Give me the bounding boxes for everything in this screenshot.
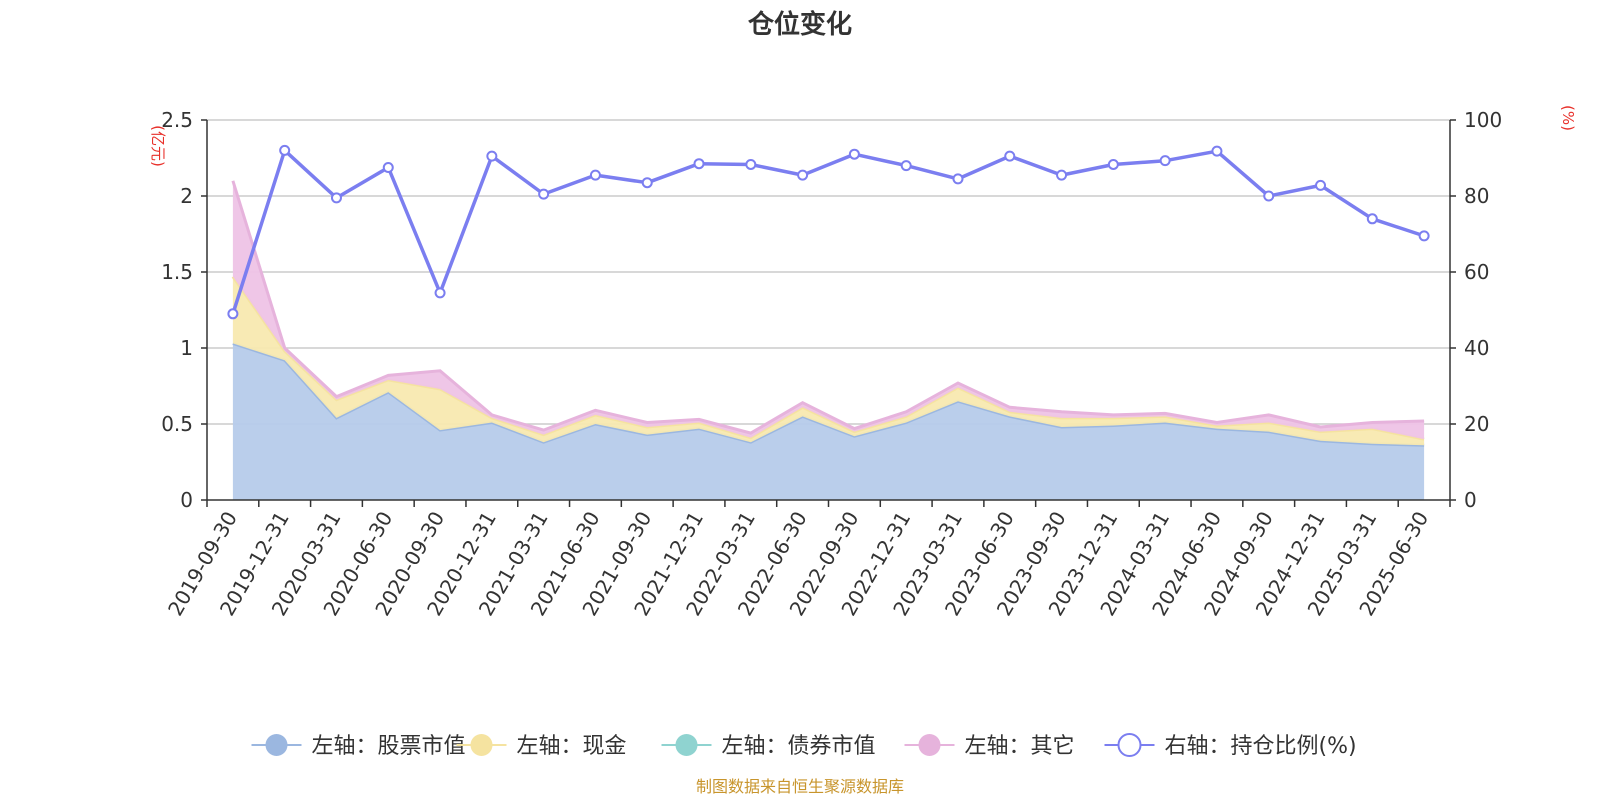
legend-item[interactable]: 右轴：持仓比例(%) [1104,733,1357,759]
left-tick-label: 2 [180,184,193,208]
holding-ratio-series [227,144,1430,320]
left-tick-label: 0 [180,488,193,512]
ratio-point [1315,179,1327,191]
legend-marker [918,734,941,756]
chart-title: 仓位变化 [747,9,852,40]
x-axis-ticks: 2019-09-302019-12-312020-03-312020-06-30… [163,500,1451,620]
ratio-point [797,169,809,181]
left-tick-label: 0.5 [161,412,193,436]
legend: 左轴：股票市值 左轴：现金 左轴：债券市值 左轴：其它 右轴：持仓比例(%) [251,733,1357,759]
ratio-point [1004,150,1016,162]
ratio-point [279,144,291,156]
right-tick-label: 80 [1464,184,1489,208]
ratio-point [693,158,705,170]
right-tick-label: 60 [1464,260,1489,284]
left-axis-unit: (亿元) [149,125,167,167]
area-左轴：股票市值 [232,343,1425,500]
right-tick-label: 100 [1464,108,1502,132]
ratio-point [538,188,550,200]
source-note: 制图数据来自恒生聚源数据库 [696,777,904,796]
legend-label: 左轴：债券市值 [722,734,876,759]
legend-item[interactable]: 左轴：其它 [904,734,1075,759]
right-tick-label: 40 [1464,336,1489,360]
ratio-point [848,148,860,160]
ratio-point [382,162,394,173]
right-tick-label: 0 [1464,488,1477,512]
legend-marker [1117,733,1142,757]
ratio-line-path [231,148,1425,315]
legend-item[interactable]: 左轴：现金 [456,734,627,759]
ratio-point [589,169,601,181]
legend-marker [265,734,288,756]
ratio-point [1107,158,1119,170]
stacked-areas [231,180,1425,500]
ratio-point [641,177,653,189]
legend-label: 右轴：持仓比例(%) [1165,734,1357,759]
ratio-point [1056,169,1068,181]
right-tick-label: 20 [1464,412,1489,436]
legend-item[interactable]: 左轴：债券市值 [661,734,876,759]
ratio-point [900,160,912,172]
legend-marker [675,734,698,756]
ratio-point [952,173,964,185]
ratio-point [1366,213,1378,225]
legend-label: 左轴：现金 [517,734,627,759]
ratio-point [434,287,446,299]
ratio-point [330,192,342,204]
ratio-point [1263,190,1275,202]
left-tick-label: 2.5 [161,108,193,132]
legend-label: 左轴：股票市值 [312,734,466,759]
ratio-point [1159,155,1171,167]
ratio-point [745,158,757,170]
left-tick-label: 1.5 [161,260,193,284]
left-tick-label: 1 [180,336,193,360]
legend-marker [470,734,493,756]
ratio-point [1211,145,1223,157]
left-axis-ticks: 0 0.5 1 1.5 2 2.5 [161,108,207,512]
ratio-point [1418,230,1430,242]
area-edge-左轴：其它 [231,180,1425,435]
legend-label: 左轴：其它 [965,734,1075,759]
right-axis-unit: (%) [1559,105,1577,131]
ratio-point [486,150,498,162]
right-axis-ticks: 0 20 40 60 80 100 [1450,108,1502,512]
legend-item[interactable]: 左轴：股票市值 [251,734,466,759]
ratio-point [227,308,239,320]
